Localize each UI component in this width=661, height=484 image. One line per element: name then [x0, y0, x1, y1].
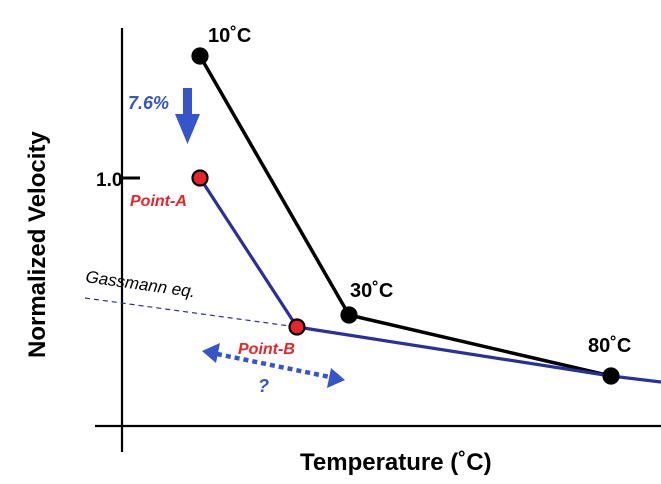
gassmann-label: Gassmann eq. — [84, 267, 196, 301]
label-point-a: Point-A — [130, 193, 187, 210]
black-marker-1 — [340, 306, 358, 324]
x-axis-label: Temperature (˚C) — [300, 449, 492, 476]
red-marker-0 — [191, 169, 209, 187]
drop-percent-label: 7.6% — [128, 93, 169, 113]
y-tick-label: 1.0 — [96, 170, 122, 191]
black-marker-0 — [191, 47, 209, 65]
y-axis-label: Normalized Velocity — [24, 131, 51, 358]
double-arrow-icon — [202, 343, 345, 388]
markers-group — [191, 47, 620, 385]
series-line-black — [198, 55, 612, 378]
label-10c: 10˚C — [208, 24, 251, 47]
label-80c: 80˚C — [588, 334, 631, 357]
drop-arrow-icon — [175, 88, 200, 144]
series-line-blue — [198, 177, 661, 384]
red-marker-1 — [288, 318, 306, 336]
question-label: ? — [258, 376, 269, 396]
black-marker-2 — [602, 367, 620, 385]
gassmann-dashed-line — [84, 297, 298, 328]
label-30c: 30˚C — [350, 279, 393, 302]
label-point-b: Point-B — [238, 341, 295, 358]
